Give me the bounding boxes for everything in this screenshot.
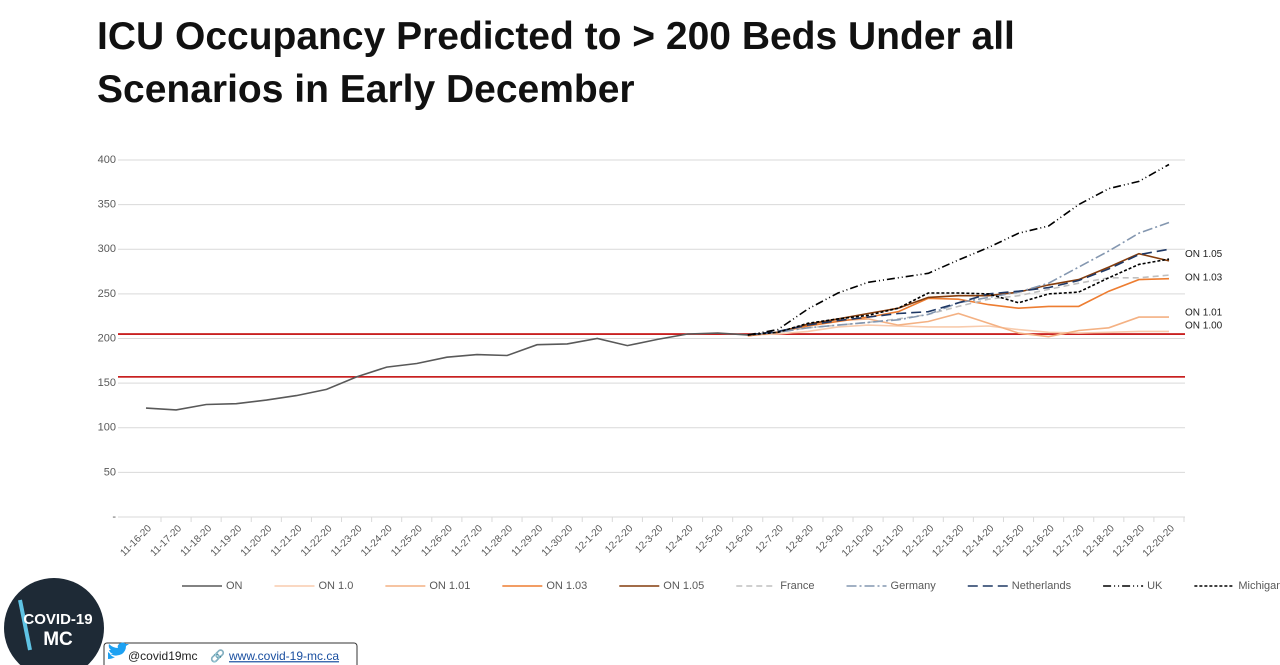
series-line <box>747 163 1170 336</box>
series-line <box>747 258 1170 336</box>
series-line <box>747 274 1170 336</box>
x-tick-label: 11-21-20 <box>269 523 305 559</box>
y-tick-label: - <box>112 511 116 523</box>
x-tick-label: 12-5-20 <box>694 523 726 555</box>
x-tick-label: 12-20-20 <box>1141 523 1177 559</box>
legend-label: Germany <box>891 580 937 592</box>
title-line: Scenarios in Early December <box>97 68 635 111</box>
y-tick-label: 250 <box>98 288 116 300</box>
x-tick-label: 12-15-20 <box>990 523 1026 559</box>
x-tick-label: 11-19-20 <box>209 523 245 559</box>
legend-label: ON <box>226 580 243 592</box>
legend-label: ON 1.01 <box>429 580 470 592</box>
x-tick-label: 11-22-20 <box>299 523 335 559</box>
legend-label: ON 1.03 <box>546 580 587 592</box>
x-tick-label: 11-25-20 <box>389 523 425 559</box>
x-tick-label: 12-3-20 <box>633 523 665 555</box>
x-tick-label: 11-30-20 <box>540 523 576 559</box>
footer: COVID-19 MC @covid19mc 🔗 www.covid-19-mc… <box>4 578 358 665</box>
annotation: ON 1.00 <box>1185 321 1223 332</box>
x-tick-label: 11-16-20 <box>118 523 154 559</box>
legend-label: ON 1.0 <box>319 580 354 592</box>
x-tick-label: 12-18-20 <box>1081 523 1117 559</box>
y-tick-label: 350 <box>98 199 116 211</box>
x-tick-label: 12-12-20 <box>900 523 936 559</box>
link-icon: 🔗 <box>210 648 225 663</box>
series-line <box>747 221 1170 336</box>
y-tick-label: 50 <box>104 466 116 478</box>
x-tick-label: 12-10-20 <box>840 523 876 559</box>
logo-text: MC <box>43 629 73 650</box>
series-line <box>747 324 1169 336</box>
legend-label: France <box>780 580 814 592</box>
annotation: ON 1.01 <box>1185 307 1223 318</box>
title-line: ICU Occupancy Predicted to > 200 Beds Un… <box>97 15 1015 58</box>
series-line <box>747 277 1170 337</box>
handle: @covid19mc <box>128 649 198 663</box>
x-tick-label: 11-27-20 <box>449 523 485 559</box>
x-tick-label: 12-4-20 <box>663 523 695 555</box>
x-tick-label: 12-13-20 <box>930 523 966 559</box>
x-tick-label: 11-28-20 <box>479 523 515 559</box>
x-tick-label: 11-29-20 <box>510 523 546 559</box>
series-line <box>145 332 748 411</box>
x-tick-label: 11-20-20 <box>239 523 275 559</box>
x-tick-label: 12-14-20 <box>960 523 996 559</box>
x-tick-label: 12-17-20 <box>1051 523 1087 559</box>
x-tick-label: 11-23-20 <box>329 523 365 559</box>
x-tick-label: 12-16-20 <box>1021 523 1057 559</box>
y-tick-label: 100 <box>98 422 116 434</box>
x-tick-label: 12-19-20 <box>1111 523 1147 559</box>
legend-label: UK <box>1147 580 1163 592</box>
y-tick-label: 300 <box>98 243 116 255</box>
logo-stroke <box>18 599 32 651</box>
annotation: ON 1.05 <box>1185 249 1223 260</box>
x-tick-label: 11-18-20 <box>179 523 215 559</box>
series-line <box>747 312 1169 338</box>
y-tick-label: 400 <box>98 154 116 166</box>
twitter-icon <box>108 642 129 659</box>
x-tick-label: 12-8-20 <box>784 523 816 555</box>
x-tick-label: 11-26-20 <box>419 523 455 559</box>
legend-label: ON 1.05 <box>663 580 704 592</box>
x-tick-label: 12-7-20 <box>754 523 786 555</box>
link[interactable]: www.covid-19-mc.ca <box>228 649 339 663</box>
series-line <box>747 248 1170 336</box>
x-tick-label: 12-2-20 <box>603 523 635 555</box>
y-tick-label: 150 <box>98 377 116 389</box>
footer-box <box>103 642 358 665</box>
x-tick-label: 12-1-20 <box>573 523 605 555</box>
x-tick-label: 11-17-20 <box>149 523 185 559</box>
annotation: ON 1.03 <box>1185 272 1223 283</box>
x-tick-label: 12-6-20 <box>724 523 756 555</box>
y-tick-label: 200 <box>98 332 116 344</box>
logo-text: COVID-19 <box>23 611 92 628</box>
x-tick-label: 11-24-20 <box>359 523 395 559</box>
legend-label: Michigan <box>1238 580 1280 592</box>
legend-label: Netherlands <box>1012 580 1072 592</box>
